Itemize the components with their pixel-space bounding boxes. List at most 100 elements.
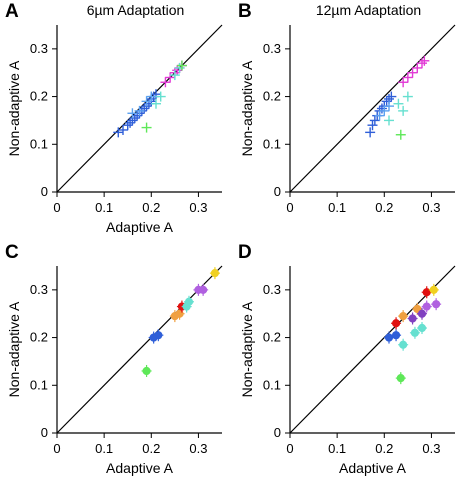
data-point xyxy=(369,115,380,126)
point-marker xyxy=(417,309,427,318)
point-marker xyxy=(399,312,408,321)
data-point xyxy=(386,91,397,102)
x-tick-label: 0.1 xyxy=(328,441,346,456)
point-marker xyxy=(432,300,441,309)
data-point xyxy=(379,105,390,116)
data-point xyxy=(155,91,166,102)
y-axis-label: Non-adaptive A xyxy=(239,301,255,397)
point-marker xyxy=(422,302,431,311)
point-marker xyxy=(410,328,420,337)
y-tick-label: 0.2 xyxy=(263,330,281,345)
data-point xyxy=(139,103,150,114)
data-point xyxy=(184,295,194,308)
y-axis-label: Non-adaptive A xyxy=(6,60,22,156)
data-point xyxy=(391,317,402,330)
data-point xyxy=(412,62,423,73)
panel-b: 0 0.1 0.2 0.3 0 0.1 0.2 0.3 B 12µm Adaptation Non-… xyxy=(238,1,456,215)
x-tick-label: 0.1 xyxy=(328,200,346,215)
data-point xyxy=(421,300,432,313)
panel-d: 0 0.1 0.2 0.3 0 0.1 0.2 0.3 D Adaptive A Non-adapt… xyxy=(238,242,456,476)
data-point xyxy=(141,364,152,377)
data-point xyxy=(153,329,164,342)
point-marker xyxy=(199,285,208,294)
data-point xyxy=(384,101,394,112)
point-marker xyxy=(429,285,438,294)
point-marker xyxy=(408,314,417,323)
y-tick-label: 0 xyxy=(274,425,281,440)
panel-letter: A xyxy=(5,1,19,22)
data-point xyxy=(174,62,185,73)
x-axis-label: Adaptive A xyxy=(339,460,407,476)
data-point xyxy=(407,312,418,325)
data-point xyxy=(431,298,442,311)
panel-a: 0 0.1 0.2 0.3 0 0.1 0.2 0.3 A 6µm Adaptation Adapt… xyxy=(5,1,223,235)
y-tick-label: 0.3 xyxy=(263,41,281,56)
data-point xyxy=(409,326,420,339)
data-point xyxy=(417,58,427,69)
y-axis-label: Non-adaptive A xyxy=(239,60,255,156)
y-tick-label: 0.1 xyxy=(30,136,48,151)
y-tick-label: 0.3 xyxy=(30,41,48,56)
data-point xyxy=(198,283,209,296)
identity-line xyxy=(56,265,223,434)
point-marker xyxy=(384,333,394,342)
data-point xyxy=(172,65,183,76)
data-point xyxy=(402,91,413,102)
data-point xyxy=(384,115,394,126)
point-marker xyxy=(396,374,405,383)
x-tick-label: 0 xyxy=(53,441,60,456)
data-point xyxy=(391,329,402,342)
y-tick-label: 0.2 xyxy=(263,89,281,104)
data-point xyxy=(176,60,187,71)
data-point xyxy=(160,77,171,88)
x-tick-label: 0 xyxy=(286,441,293,456)
data-point xyxy=(428,283,439,296)
data-point xyxy=(365,127,376,138)
x-axis-label: Adaptive A xyxy=(106,219,174,235)
y-tick-label: 0.1 xyxy=(263,377,281,392)
x-tick-label: 0 xyxy=(286,200,293,215)
x-tick-label: 0 xyxy=(53,200,60,215)
y-tick-label: 0 xyxy=(41,425,48,440)
data-point xyxy=(398,310,409,323)
y-tick-label: 0.2 xyxy=(30,330,48,345)
data-point xyxy=(127,108,138,119)
data-point xyxy=(417,322,427,335)
data-point xyxy=(395,372,406,385)
data-point xyxy=(412,302,423,315)
data-point xyxy=(122,120,133,131)
x-tick-label: 0.3 xyxy=(189,441,207,456)
data-point xyxy=(132,110,143,121)
point-marker xyxy=(210,269,220,278)
point-marker xyxy=(399,340,408,349)
data-point xyxy=(384,331,394,344)
y-tick-label: 0.3 xyxy=(263,282,281,297)
y-tick-label: 0.3 xyxy=(30,282,48,297)
point-marker xyxy=(154,331,163,340)
y-tick-label: 0.1 xyxy=(30,377,48,392)
panel-letter: C xyxy=(5,242,19,263)
panel-c: 0 0.1 0.2 0.3 0 0.1 0.2 0.3 C Adaptive A Non-adapt… xyxy=(5,242,223,476)
data-point xyxy=(165,72,176,83)
data-point xyxy=(402,72,413,83)
point-marker xyxy=(417,323,427,333)
data-point xyxy=(395,129,406,140)
data-point xyxy=(398,77,409,88)
x-tick-label: 0.1 xyxy=(95,441,113,456)
data-point xyxy=(374,110,385,121)
data-point xyxy=(146,91,157,102)
y-tick-label: 0.2 xyxy=(30,89,48,104)
data-point xyxy=(151,98,161,109)
data-point xyxy=(118,124,128,135)
data-point xyxy=(169,70,180,81)
x-tick-label: 0.2 xyxy=(142,200,160,215)
data-point xyxy=(134,105,145,116)
panel-letter: B xyxy=(238,1,252,22)
y-tick-label: 0 xyxy=(41,184,48,199)
chart-title: 6µm Adaptation xyxy=(87,2,185,18)
panel-letter: D xyxy=(238,242,252,263)
x-tick-label: 0.1 xyxy=(95,200,113,215)
point-marker xyxy=(184,297,194,306)
point-marker xyxy=(422,288,431,297)
